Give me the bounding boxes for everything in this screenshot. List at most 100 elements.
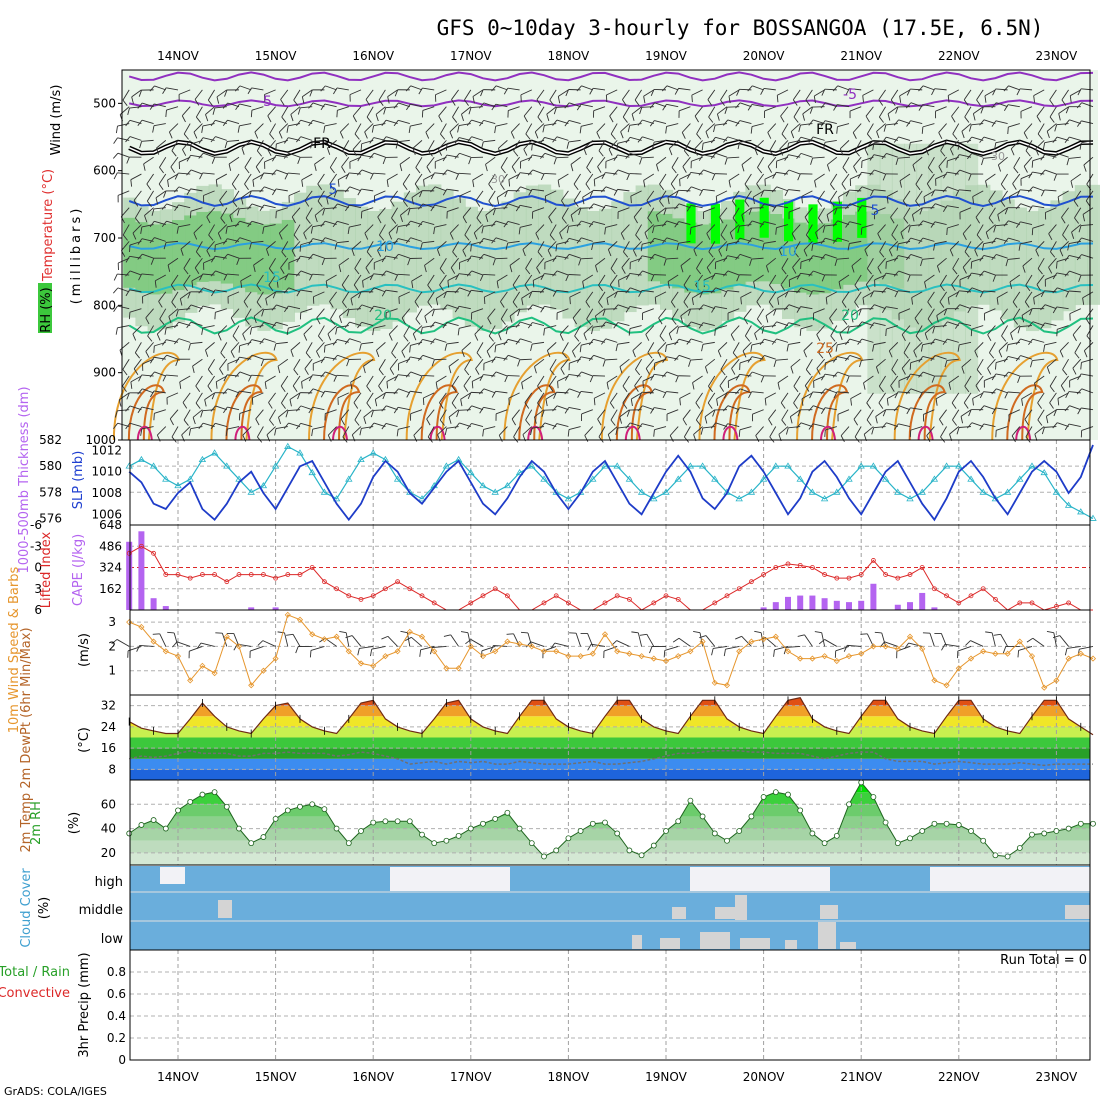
wind-marker xyxy=(687,648,694,655)
wind-barb-shaft xyxy=(935,355,947,360)
wind-barb-flag xyxy=(1017,326,1021,334)
wind-barb-shaft xyxy=(1008,123,1020,128)
wind-barb-flag xyxy=(1064,136,1070,143)
wind-barb-shaft xyxy=(183,409,191,421)
wind-barb-shaft xyxy=(195,375,203,387)
wind-barb-flag xyxy=(1036,284,1041,291)
rh-marker xyxy=(431,840,438,847)
wind-barb-flag xyxy=(650,274,655,282)
wind-barb-flag xyxy=(564,254,570,260)
wind-barb-shaft xyxy=(805,89,813,101)
wind-barb-flag xyxy=(647,352,653,359)
wind-barb-flag xyxy=(192,365,195,373)
wind-barb-flag xyxy=(210,136,216,143)
wind-barb-shaft xyxy=(971,422,984,427)
wind-marker xyxy=(906,633,914,640)
wind-barb-shaft xyxy=(207,358,215,370)
wind-barb-flag xyxy=(1034,382,1037,390)
wind-barb-shaft xyxy=(449,224,459,234)
wind-barb-shaft xyxy=(786,645,801,648)
wind-barb-shaft xyxy=(654,139,667,143)
wind-barb-shaft xyxy=(886,190,899,197)
wind-barb-flag xyxy=(987,368,992,375)
wind-barb-shaft xyxy=(449,123,459,133)
wind-barb-flag xyxy=(1053,173,1058,181)
wind-barb-shaft xyxy=(910,120,923,124)
wind-barb-flag xyxy=(113,422,119,430)
wind-barb-shaft xyxy=(195,241,203,252)
wind-barb-flag xyxy=(450,267,456,274)
wind-barb-flag xyxy=(1082,214,1086,222)
wind-barb-flag xyxy=(645,368,651,375)
wind-barb-flag xyxy=(225,226,228,234)
contour-label: 20 xyxy=(374,308,392,324)
wind-barb-shaft xyxy=(658,308,667,319)
wind-barb-flag xyxy=(430,338,436,345)
wind-barb-shaft xyxy=(524,392,533,403)
cloud-gap-middle xyxy=(735,895,747,920)
wind-barb-flag xyxy=(136,645,141,652)
wind-barb-flag xyxy=(625,273,631,280)
wind-barb-shaft xyxy=(850,392,862,400)
wind-barb-shaft xyxy=(312,253,325,259)
wind-barb-flag xyxy=(882,272,887,280)
wind-barb-shaft xyxy=(481,646,496,652)
wind-barb-flag xyxy=(1073,200,1079,207)
thickness-tick-label: 576 xyxy=(39,511,62,525)
thickness-marker xyxy=(796,475,804,482)
wind-barb-flag xyxy=(597,418,602,426)
wind-barb-flag xyxy=(805,99,811,106)
wind-barb-shaft xyxy=(769,140,777,151)
wind-barb-shaft xyxy=(413,426,423,436)
cloud-gap-low xyxy=(700,932,730,949)
wind-barb-flag xyxy=(150,357,155,364)
wind-barb-flag xyxy=(736,89,740,96)
wind-barb-shaft xyxy=(281,106,289,118)
wind-barb-flag xyxy=(833,391,838,399)
wind-barb-flag xyxy=(167,179,170,187)
wind-barb-flag xyxy=(797,173,801,181)
wind-barb-shaft xyxy=(1032,186,1045,192)
wind-barb-flag xyxy=(754,148,758,156)
wind-barb-shaft xyxy=(581,220,593,225)
wind-barb-shaft xyxy=(853,409,862,420)
wind-barb-flag xyxy=(234,371,241,378)
wind-marker xyxy=(858,650,865,657)
wind-barb-shaft xyxy=(548,375,557,387)
temperature-contour-25 xyxy=(503,351,571,441)
wind-barb-shaft xyxy=(837,391,850,394)
wind-barb-flag xyxy=(552,423,558,430)
wind-barb-flag xyxy=(268,284,274,291)
wind-barb-shaft xyxy=(544,305,557,310)
wind-barb-flag xyxy=(557,381,559,389)
wind-barb-shaft xyxy=(1023,123,1033,133)
wind-barb-flag xyxy=(681,132,686,139)
wind-barb-shaft xyxy=(596,123,606,133)
wind-barb-shaft xyxy=(741,636,752,647)
wind-barb-shaft xyxy=(804,375,813,386)
wind-barb-shaft xyxy=(923,190,935,198)
wind-barb-flag xyxy=(639,633,647,636)
wind-barb-shaft xyxy=(181,106,191,117)
wind-barb-shaft xyxy=(288,422,301,427)
wind-barb-shaft xyxy=(951,392,960,404)
wind-barb-shaft xyxy=(643,89,655,97)
wind-barb-flag xyxy=(442,304,448,311)
contour-label: 30 xyxy=(491,173,505,186)
wind-barb-shaft xyxy=(426,409,435,420)
wind-barb-shaft xyxy=(838,274,850,283)
wind-marker xyxy=(650,655,657,662)
wind-barb-flag xyxy=(417,203,424,210)
wind-barb-flag xyxy=(993,633,1001,636)
wind-barb-shaft xyxy=(988,190,996,202)
rh-band-dark xyxy=(818,223,832,294)
wind-barb-shaft xyxy=(300,289,313,293)
wind-barb-shaft xyxy=(166,354,179,360)
wind-barb-shaft xyxy=(769,426,777,438)
wind-barb-flag xyxy=(862,95,864,103)
li-marker xyxy=(712,600,718,606)
wind-barb-flag xyxy=(707,99,713,106)
wind-barb-flag xyxy=(464,234,470,241)
